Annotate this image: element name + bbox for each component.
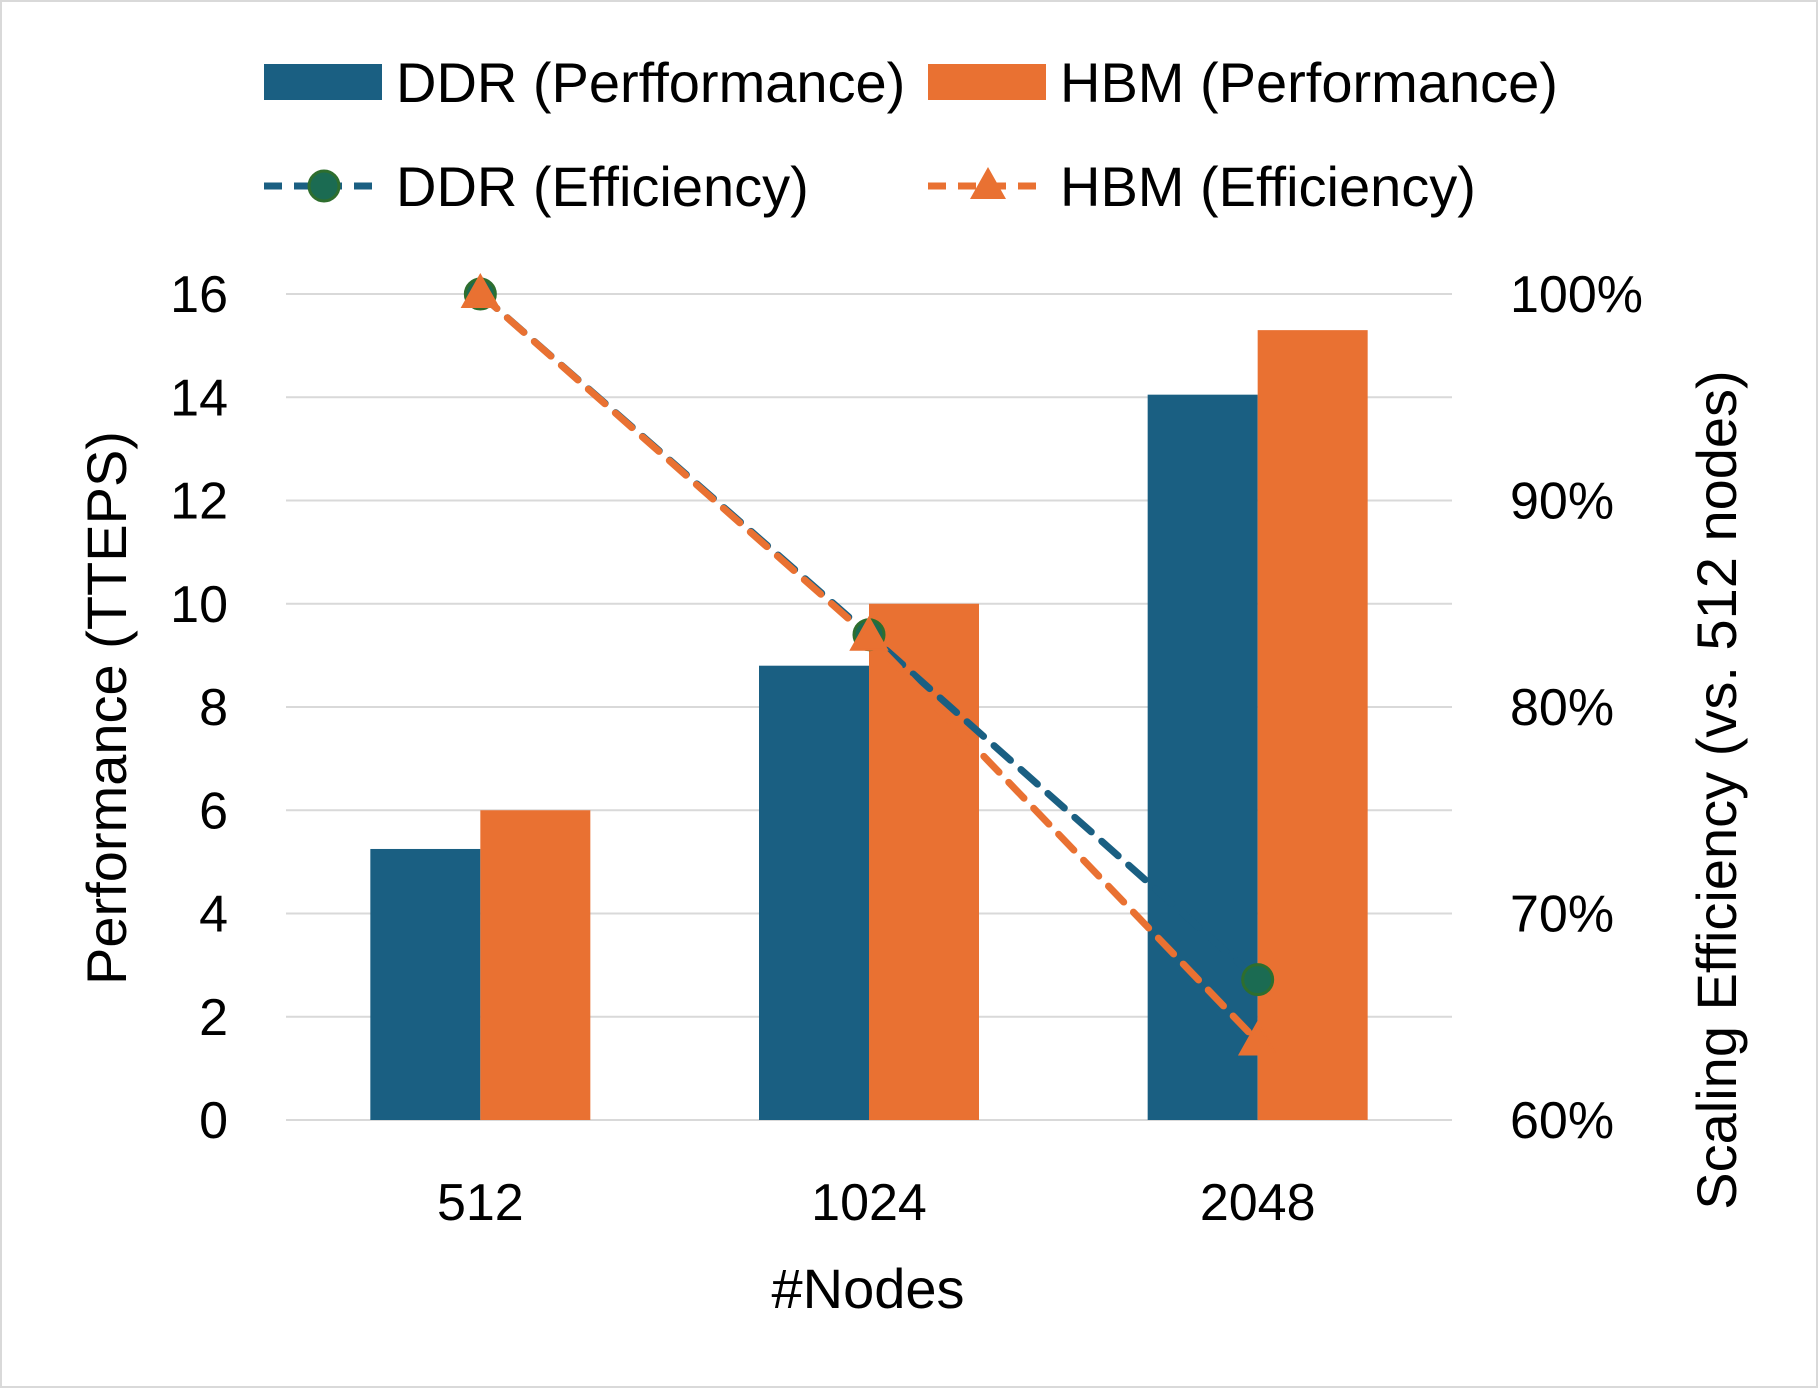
- y-tick-label: 12: [170, 473, 228, 531]
- y-tick-label: 0: [199, 1092, 228, 1150]
- legend-swatch: [928, 64, 1046, 100]
- hbm-efficiency-marker: [1237, 1020, 1278, 1056]
- x-tick-label: 2048: [1200, 1174, 1316, 1232]
- legend: DDR (Perfformance) HBM (Performance) DDR (…: [264, 51, 1558, 218]
- ddr-performance-bar: [370, 848, 481, 1120]
- y-tick-label: 16: [170, 266, 228, 324]
- y-tick-label: 4: [199, 886, 228, 944]
- y-tick-label: 10: [170, 576, 228, 634]
- y-tick-label: 8: [199, 679, 228, 737]
- hbm-efficiency-marker: [460, 272, 501, 308]
- legend-ddr-efficiency: DDR (Efficiency): [264, 155, 809, 218]
- legend-hbm-efficiency: HBM (Efficiency): [928, 155, 1476, 218]
- y2-tick-label: 100%: [1510, 266, 1643, 324]
- y-tick-label: 2: [199, 989, 228, 1047]
- legend-label: DDR (Perfformance): [396, 51, 905, 114]
- y2-axis-title: Scaling Efficiency (vs. 512 nodes): [1685, 370, 1748, 1209]
- hbm-performance-bar: [1257, 330, 1368, 1120]
- y2-tick-label: 90%: [1510, 473, 1614, 531]
- legend-swatch: [264, 64, 382, 100]
- legend-hbm-performance: HBM (Performance): [928, 51, 1558, 114]
- x-tick-label: 1024: [811, 1174, 927, 1232]
- y2-tick-label: 80%: [1510, 679, 1614, 737]
- legend-label: HBM (Efficiency): [1060, 155, 1476, 218]
- x-axis-title: #Nodes: [771, 1257, 964, 1320]
- legend-label: HBM (Performance): [1060, 51, 1558, 114]
- ddr-performance-bar: [759, 665, 869, 1120]
- y-tick-label: 14: [170, 369, 228, 427]
- hbm-efficiency-marker: [849, 615, 889, 651]
- legend-triangle-marker: [970, 167, 1006, 199]
- axis-ticks: 0 2 4 6 8 10 12 14 16 60% 70% 80% 90% 100% 512 1024 2048: [170, 266, 1643, 1232]
- y2-tick-label: 70%: [1510, 886, 1614, 944]
- y-tick-label: 6: [199, 782, 228, 840]
- legend-label: DDR (Efficiency): [396, 155, 809, 218]
- bars: [370, 330, 1368, 1120]
- efficiency-markers: [460, 272, 1278, 1056]
- y-axis-title: Performance (TTEPS): [75, 431, 138, 985]
- hbm-performance-bar: [480, 810, 591, 1120]
- ddr-efficiency-marker: [1241, 963, 1275, 997]
- y2-tick-label: 60%: [1510, 1092, 1614, 1150]
- legend-ddr-performance: DDR (Perfformance): [264, 51, 905, 114]
- legend-circle-marker: [307, 169, 341, 203]
- ddr-performance-bar: [1147, 394, 1258, 1120]
- x-tick-label: 512: [437, 1174, 524, 1232]
